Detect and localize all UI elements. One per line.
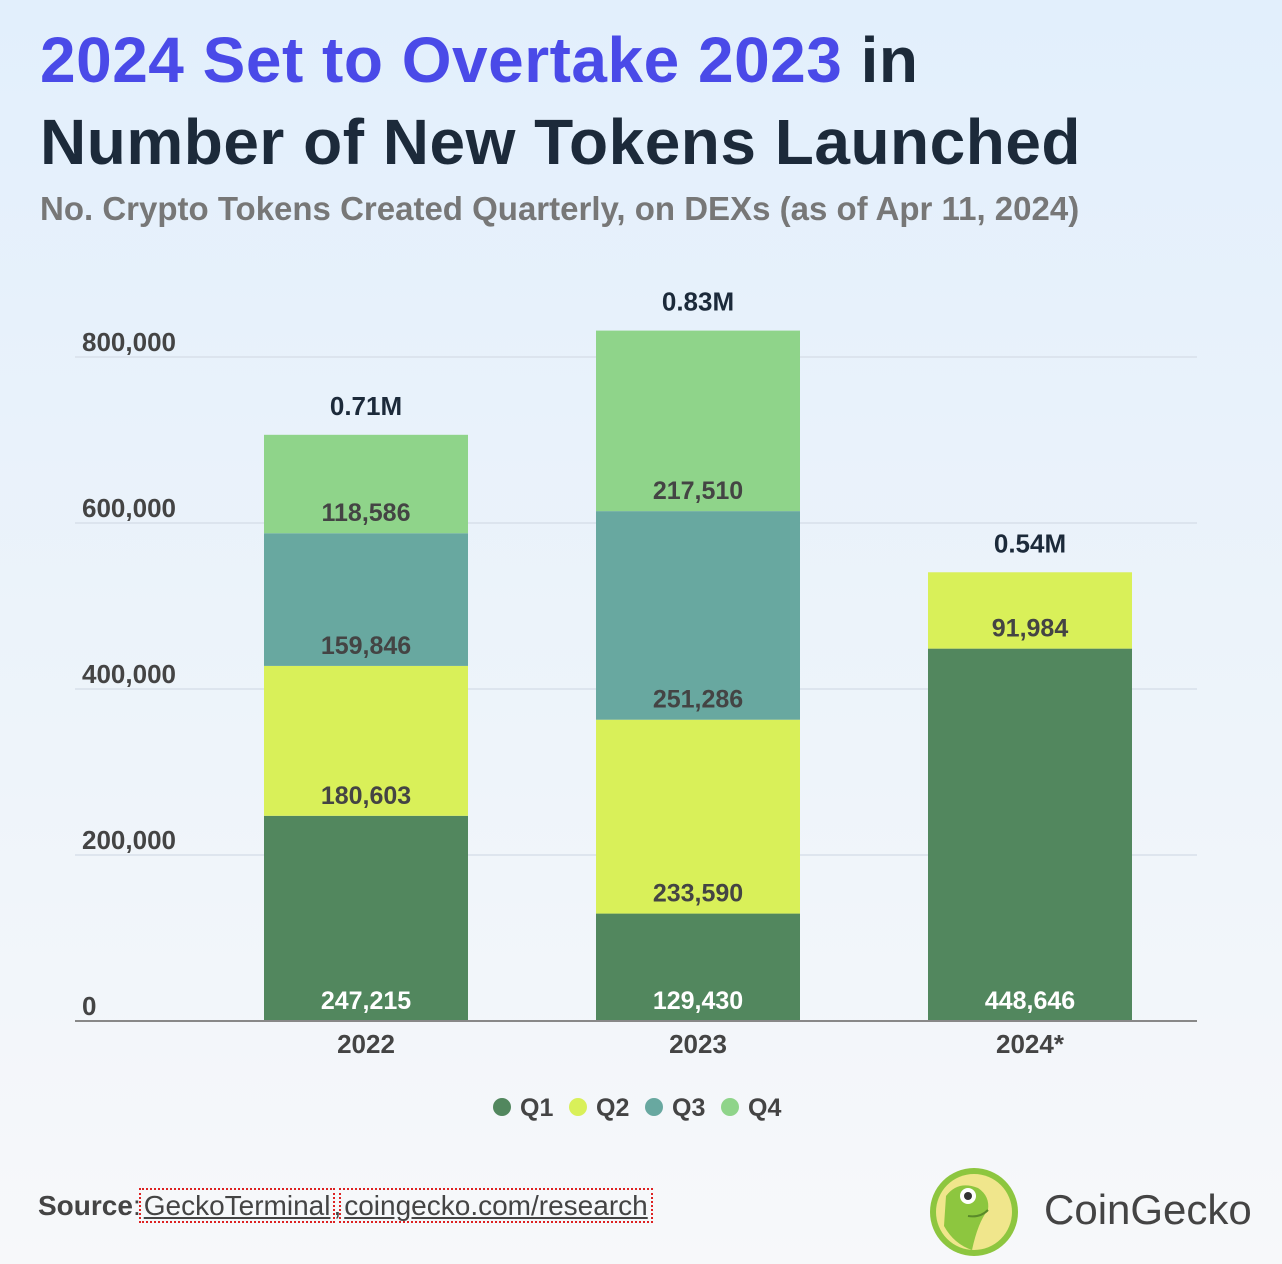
source-link-research[interactable]: coingecko.com/research	[339, 1188, 653, 1223]
segment-label: 91,984	[992, 615, 1069, 643]
legend-marker-q2	[569, 1098, 587, 1116]
bar-segment-q3	[264, 533, 468, 666]
legend-marker-q4	[721, 1098, 739, 1116]
y-tick-label: 600,000	[82, 493, 176, 523]
subtitle: No. Crypto Tokens Created Quarterly, on …	[40, 190, 1080, 227]
legend-marker-q3	[645, 1098, 663, 1116]
legend-label: Q4	[748, 1094, 781, 1122]
y-tick-label: 400,000	[82, 659, 176, 689]
y-tick-label: 200,000	[82, 825, 176, 855]
total-label: 0.71M	[330, 391, 402, 421]
bar-segment-q2	[596, 719, 800, 914]
bar-segment-q2	[264, 665, 468, 816]
legend-label: Q3	[672, 1094, 705, 1122]
bar-segment-q4	[264, 434, 468, 534]
bar-segment-q1	[264, 815, 468, 1021]
segment-label: 233,590	[653, 880, 743, 908]
segment-label: 247,215	[321, 987, 411, 1015]
bar-segment-q1	[928, 648, 1132, 1021]
bar-segment-q1	[596, 913, 800, 1021]
total-label: 0.54M	[994, 528, 1066, 558]
title-line-1: 2024 Set to Overtake 2023 in	[40, 24, 919, 96]
segment-label: 180,603	[321, 782, 411, 810]
x-tick-label: 2022	[337, 1029, 395, 1059]
coingecko-logo-icon	[930, 1168, 1018, 1256]
bar-segment-q2	[928, 572, 1132, 649]
brand-name: CoinGecko	[1044, 1186, 1252, 1233]
total-label: 0.83M	[662, 287, 734, 317]
segment-label: 129,430	[653, 987, 743, 1015]
source-label: Source	[38, 1190, 133, 1221]
x-tick-label: 2023	[669, 1029, 727, 1059]
y-tick-label: 800,000	[82, 327, 176, 357]
bar-segment-q3	[596, 511, 800, 720]
x-tick-label: 2024*	[996, 1029, 1065, 1059]
title-highlight: 2024 Set to Overtake 2023	[40, 24, 843, 96]
segment-label: 217,510	[653, 477, 743, 505]
segment-label: 118,586	[322, 499, 411, 527]
segment-label: 448,646	[985, 987, 1075, 1015]
title-rest: in	[842, 24, 919, 96]
legend-label: Q2	[596, 1094, 629, 1122]
legend-label: Q1	[520, 1094, 553, 1122]
source-link-geckoterminal[interactable]: GeckoTerminal	[138, 1188, 336, 1223]
bar-segment-q4	[596, 330, 800, 512]
segment-label: 159,846	[321, 632, 411, 660]
segment-label: 251,286	[653, 686, 743, 714]
stacked-bar-chart: 0 200,000 400,000 600,000 800,000 247,215 180,…	[75, 287, 1197, 1122]
legend-marker-q1	[493, 1098, 511, 1116]
title-line-2: Number of New Tokens Launched	[40, 106, 1081, 178]
source: Source: GeckoTerminal, coingecko.com/resea…	[38, 1188, 653, 1223]
y-tick-label: 0	[82, 991, 96, 1021]
